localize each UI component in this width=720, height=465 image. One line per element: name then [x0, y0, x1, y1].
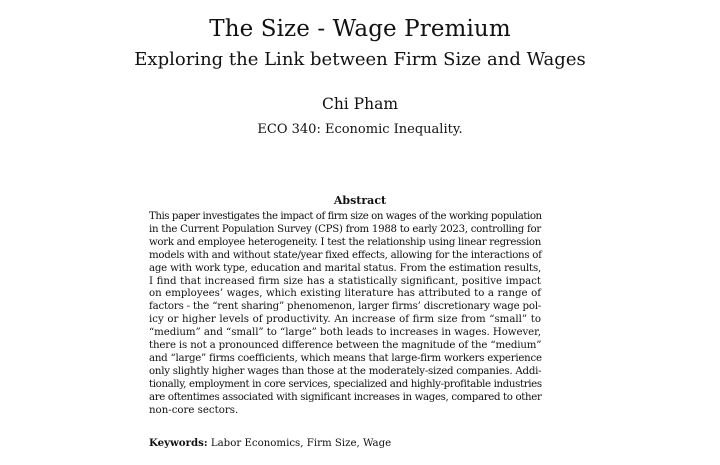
abstract-line: in the Current Population Survey (CPS) f…	[149, 223, 541, 235]
abstract-line: are oftentimes associated with significa…	[149, 391, 542, 403]
abstract-line: there is not a pronounced difference bet…	[149, 340, 542, 352]
abstract-line: work and employee heterogeneity. I test …	[149, 236, 541, 248]
keywords: Keywords: Labor Economics, Firm Size, Wa…	[149, 437, 391, 450]
abstract-line: age with work type, education and marita…	[149, 262, 541, 274]
keywords-label: Keywords:	[149, 437, 208, 449]
paper-subtitle: Exploring the Link between Firm Size and…	[134, 49, 586, 70]
abstract-line: models with and without state/year fixed…	[149, 249, 542, 261]
abstract-heading: Abstract	[333, 194, 387, 207]
abstract-line: This paper investigates the impact of fi…	[149, 211, 542, 222]
paper-title: The Size - Wage Premium	[209, 16, 511, 42]
abstract-line: non-core sectors.	[149, 404, 239, 416]
abstract-line: on employees’ wages, which existing lite…	[149, 288, 541, 300]
author-name: Chi Pham	[321, 95, 399, 113]
abstract-line: and “large” firms coefficients, which me…	[149, 352, 542, 364]
abstract-body: This paper investigates the impact of fi…	[149, 211, 542, 418]
keywords-text: Labor Economics, Firm Size, Wage	[210, 438, 392, 449]
abstract-line: icy or higher levels of productivity. An…	[149, 314, 541, 326]
abstract-line: only slightly higher wages than those at…	[149, 365, 542, 377]
course-name: ECO 340: Economic Inequality.	[257, 122, 463, 137]
abstract-line: “medium” and “small” to “large” both lea…	[149, 327, 541, 339]
abstract-line: tionally, employment in core services, s…	[149, 378, 542, 390]
abstract-line: I find that increased firm size has a st…	[149, 275, 541, 287]
abstract-line: factors - the “rent sharing” phenomenon,…	[149, 301, 542, 313]
